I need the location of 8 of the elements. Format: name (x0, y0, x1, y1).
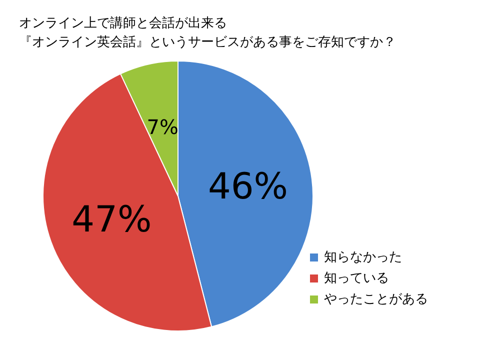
data-label: 47% (72, 199, 152, 240)
legend-label: 知っている (324, 271, 389, 286)
data-label: 7% (146, 115, 178, 140)
data-label: 46% (208, 166, 288, 208)
chart-subtitle: 『オンライン英会話』というサービスがある事をご存知ですか？ (19, 35, 396, 50)
chart-title: オンライン上で講師と会話が出来る (19, 16, 227, 31)
legend-label: 知らなかった (324, 250, 402, 265)
legend-label: やったことがある (324, 292, 428, 307)
